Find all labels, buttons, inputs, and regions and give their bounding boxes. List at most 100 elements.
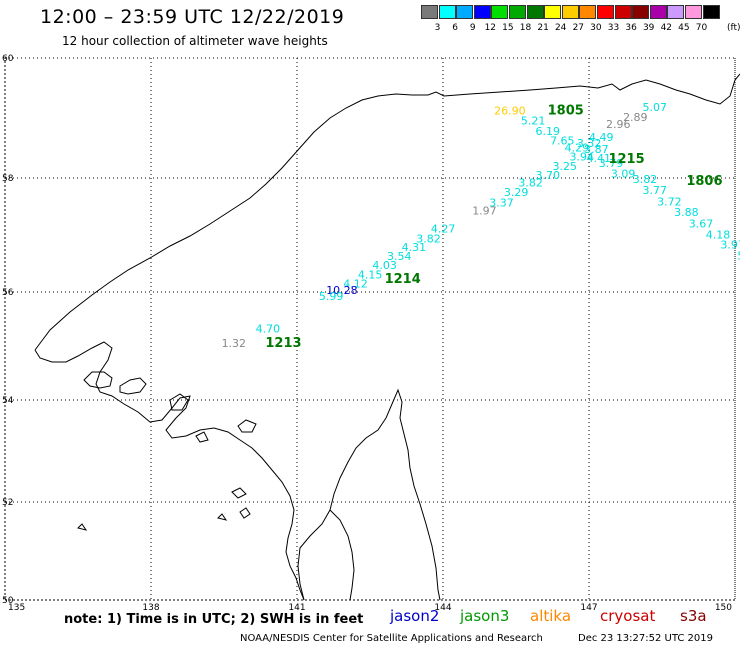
legend-label: 27 <box>572 23 585 33</box>
wave-height-value: 4.49 <box>589 131 614 144</box>
wave-height-value: 4.29 <box>565 142 590 155</box>
legend-swatch <box>421 5 438 19</box>
pass-time-label: 1806 <box>686 174 722 189</box>
coastline-mainland-north <box>34 73 740 351</box>
latitude-tick-label: 60 <box>2 54 14 64</box>
legend-swatch <box>685 5 702 19</box>
wave-height-value: 4.15 <box>358 268 383 281</box>
map-grid <box>4 57 736 601</box>
coastline-island-small <box>169 393 189 411</box>
satellite-name: cryosat <box>600 607 656 625</box>
coastline <box>34 73 740 601</box>
wave-height-value: 4.27 <box>431 223 456 236</box>
wave-height-value: 3.25 <box>553 160 578 173</box>
legend-swatch <box>702 5 720 19</box>
wave-height-value: 26.90 <box>494 104 525 117</box>
legend-swatch <box>456 5 474 19</box>
longitude-tick-label: 138 <box>142 603 159 613</box>
legend-label: 30 <box>590 23 602 33</box>
latitude-tick-label: 52 <box>2 498 13 508</box>
legend-label: 42 <box>660 23 673 33</box>
wave-height-value: 3.54 <box>387 250 412 263</box>
footnote: note: 1) Time is in UTC; 2) SWH is in fe… <box>64 612 364 627</box>
wave-height-value: 3.94 <box>570 151 595 164</box>
wave-height-value: 4.03 <box>372 259 397 272</box>
wave-height-value: 7.65 <box>550 134 575 147</box>
wave-height-value: 3.82 <box>518 177 543 190</box>
wave-height-value: 3.82 <box>633 173 658 186</box>
satellite-name: altika <box>530 607 572 625</box>
latitude-tick-label: 54 <box>2 396 14 406</box>
pass-time-label: 1213 <box>265 336 301 351</box>
pass-time-label: 1214 <box>385 272 421 287</box>
legend-swatch <box>473 5 491 19</box>
wave-height-value: 2.96 <box>606 118 631 131</box>
wave-height-value: 3.09 <box>611 167 636 180</box>
legend-label: 70 <box>695 23 708 33</box>
legend-swatch <box>509 5 526 19</box>
wave-height-value: 5.99 <box>319 290 344 303</box>
page-subtitle: 12 hour collection of altimeter wave hei… <box>62 34 328 48</box>
wave-height-value: 1.32 <box>222 337 247 350</box>
pass-time-label: 1805 <box>548 103 584 118</box>
coastline-lake <box>237 419 257 433</box>
wave-height-value: 4.12 <box>343 277 368 290</box>
generated-timestamp: Dec 23 13:27:52 UTC 2019 <box>578 633 713 644</box>
pass-time-labels: 1805 1215 1806 1214 1213 <box>265 103 722 351</box>
legend-label: 33 <box>607 23 620 33</box>
wave-height-value: 2.89 <box>623 111 648 124</box>
wave-height-value: 5.10 <box>737 250 740 263</box>
wave-height-value: 3.32 <box>577 137 602 150</box>
wave-height-value: 3.82 <box>416 232 441 245</box>
coastline-islet-5 <box>195 431 209 443</box>
wave-height-value: 4.70 <box>256 323 281 336</box>
coastline-sakhalin-inner <box>329 509 355 601</box>
wave-height-value: 10.28 <box>326 284 358 297</box>
legend-unit: (ft) <box>727 23 740 33</box>
legend-label: 21 <box>537 23 549 33</box>
legend-swatch <box>597 5 614 19</box>
wave-height-value: 4.31 <box>402 241 427 254</box>
map-frame <box>4 57 736 601</box>
legend-label: 3 <box>434 23 441 33</box>
legend-swatch <box>579 5 597 19</box>
pass-time-label: 1215 <box>608 152 644 167</box>
legend-label: 9 <box>469 23 476 33</box>
coastline-mainland-south <box>34 341 305 601</box>
coastline-islet-3 <box>77 523 88 531</box>
latitude-tick-label: 50 <box>2 596 14 606</box>
wave-height-value: 3.87 <box>584 143 609 156</box>
wave-height-value: 1.97 <box>472 204 497 217</box>
satellite-name: s3a <box>680 607 707 625</box>
wave-height-value: 3.97 <box>720 239 740 252</box>
longitude-tick-label: 147 <box>580 603 597 613</box>
legend-label: 45 <box>678 23 690 33</box>
wave-height-value: 3.88 <box>674 206 699 219</box>
wave-height-value: 4.41 <box>587 152 612 165</box>
coastline-islet-2 <box>239 507 251 519</box>
legend-swatch <box>526 5 544 19</box>
coastline-bay <box>83 371 113 389</box>
longitude-tick-label: 135 <box>8 603 25 613</box>
wave-height-value: 3.79 <box>599 157 624 170</box>
coastline-islet-1 <box>231 487 247 499</box>
coastline-islet-4 <box>217 513 228 521</box>
wave-height-value: 5.21 <box>521 115 546 128</box>
credit-line: NOAA/NESDIS Center for Satellite Applica… <box>240 633 543 644</box>
legend-label: 36 <box>625 23 637 33</box>
legend-label: 39 <box>642 23 655 33</box>
legend-swatch <box>491 5 509 19</box>
latitude-tick-label: 56 <box>2 288 14 298</box>
wave-height-value: 3.70 <box>535 169 560 182</box>
latitude-tick-label: 58 <box>2 174 14 184</box>
legend-swatch <box>632 5 650 19</box>
coastline-sakhalin <box>297 388 441 601</box>
axis-ticks: 135 138 141 144 147 150 60 58 56 54 52 50 <box>2 54 732 613</box>
page-title: 12:00 – 23:59 UTC 12/22/2019 <box>40 6 345 28</box>
observation-labels: 26.905.216.197.654.293.873.944.413.793.0… <box>222 101 740 350</box>
longitude-tick-label: 144 <box>434 603 451 613</box>
wave-height-value: 3.37 <box>489 197 514 210</box>
wave-height-value: 4.18 <box>706 228 731 241</box>
wave-height-value: 3.67 <box>689 218 714 231</box>
satellite-name: jason3 <box>460 607 510 625</box>
